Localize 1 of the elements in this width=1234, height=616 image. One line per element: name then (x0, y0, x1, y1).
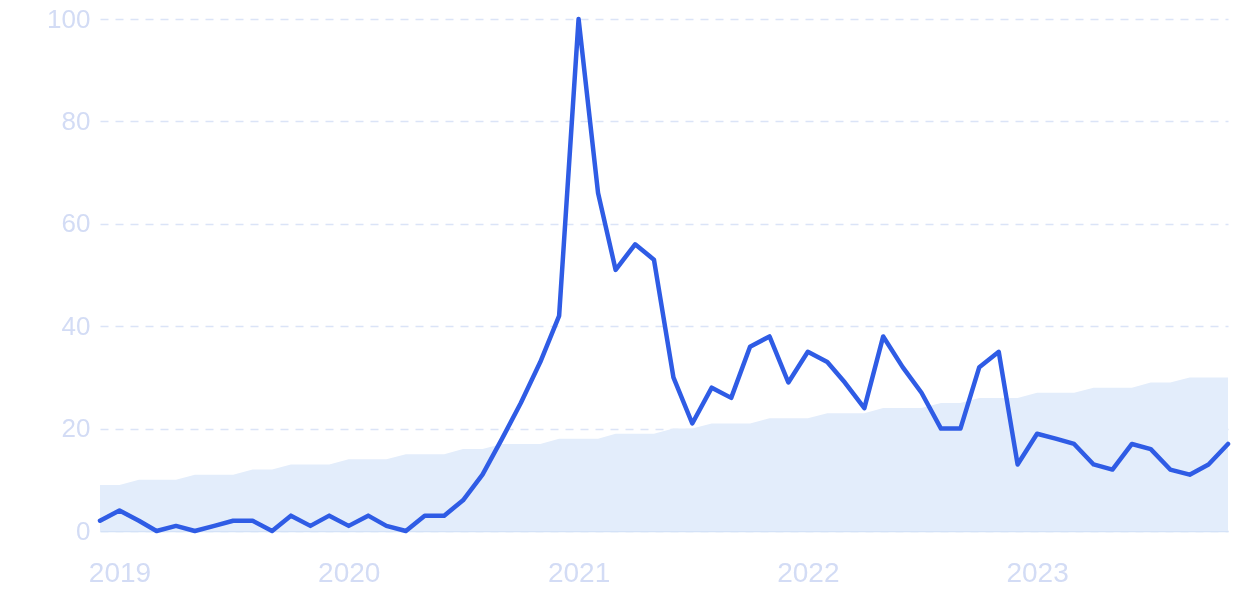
line-series (97, 16, 1231, 534)
